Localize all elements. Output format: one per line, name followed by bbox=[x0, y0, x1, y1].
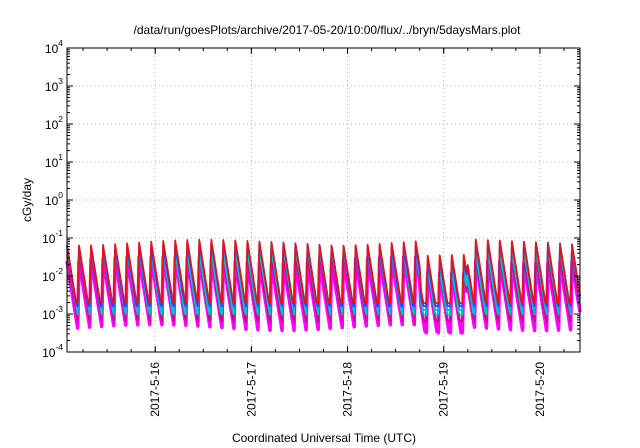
y-tick-label: 10-4 bbox=[42, 342, 63, 360]
y-tick-label: 100 bbox=[45, 190, 63, 208]
x-tick-label: 2017-5-17 bbox=[244, 362, 258, 417]
y-tick-label: 104 bbox=[45, 38, 63, 56]
x-tick-label: 2017-5-19 bbox=[437, 362, 451, 417]
y-axis-label: cGy/day bbox=[20, 178, 34, 222]
grid bbox=[67, 48, 580, 352]
y-tick-label: 10-1 bbox=[42, 228, 63, 246]
x-tick-label: 2017-5-20 bbox=[533, 362, 547, 417]
series-line bbox=[66, 238, 581, 305]
x-tick-label: 2017-5-16 bbox=[148, 362, 162, 417]
x-axis-ticks: 2017-5-16 2017-5-17 2017-5-18 2017-5-19 2017… bbox=[82, 48, 565, 417]
y-tick-label: 101 bbox=[45, 152, 63, 170]
y-tick-label: 10-3 bbox=[42, 304, 63, 322]
y-tick-label: 102 bbox=[45, 114, 63, 132]
x-tick-label: 2017-5-18 bbox=[341, 362, 355, 417]
plot-lines bbox=[65, 238, 582, 335]
y-tick-label: 10-2 bbox=[42, 266, 63, 284]
chart-title: /data/run/goesPlots/archive/2017-05-20/1… bbox=[134, 23, 522, 37]
x-axis-label: Coordinated Universal Time (UTC) bbox=[232, 431, 416, 445]
y-tick-label: 103 bbox=[45, 76, 63, 94]
